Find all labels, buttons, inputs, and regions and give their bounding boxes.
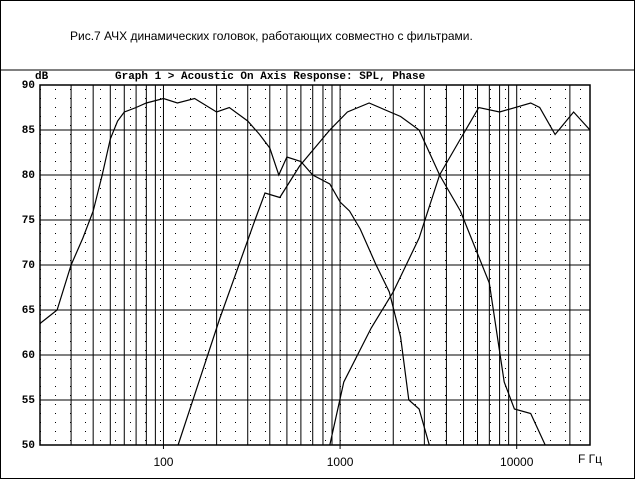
x-axis-label: F Гц xyxy=(578,452,602,466)
x-tick-label: 1000 xyxy=(327,455,354,469)
caption: Рис.7 АЧХ динамических головок, работающ… xyxy=(70,29,473,43)
x-tick-label: 100 xyxy=(153,455,173,469)
chart-title: Graph 1 > Acoustic On Axis Response: SPL… xyxy=(115,71,426,83)
x-tick-label: 10000 xyxy=(500,455,534,469)
y-tick-label: 50 xyxy=(22,440,35,452)
y-tick-label: 85 xyxy=(22,125,36,137)
y-tick-label: 55 xyxy=(22,395,36,407)
y-axis-label: dB xyxy=(35,71,49,83)
y-tick-label: 75 xyxy=(22,215,36,227)
plot-area xyxy=(39,84,591,446)
y-tick-label: 80 xyxy=(22,170,35,182)
y-tick-label: 65 xyxy=(22,305,36,317)
response-curve xyxy=(39,97,430,446)
response-curve xyxy=(177,102,546,446)
y-tick-label: 70 xyxy=(22,260,35,272)
y-tick-label: 60 xyxy=(22,350,35,362)
y-tick-label: 90 xyxy=(22,80,35,92)
response-curve xyxy=(329,102,591,446)
